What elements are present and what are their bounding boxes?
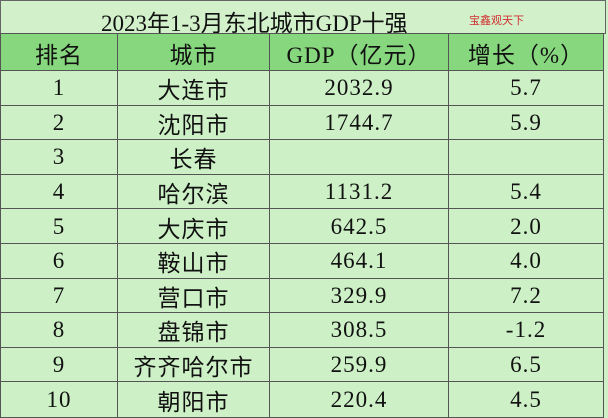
table-row: 1 大连市 2032.9 5.7	[0, 70, 606, 107]
table-cell: 2	[0, 104, 118, 142]
table-cell: 1744.7	[269, 104, 449, 142]
table-cell: 长春	[117, 139, 270, 176]
table-cell: 营口市	[117, 277, 270, 315]
table-row: 8 盘锦市 308.5 -1.2	[0, 312, 606, 349]
table-cell: 沈阳市	[117, 104, 270, 142]
table-cell: 大庆市	[117, 208, 270, 245]
table-cell: 6.5	[448, 346, 604, 384]
table-cell: 5.4	[448, 173, 604, 211]
table-cell: 1	[0, 70, 118, 107]
table-cell: 259.9	[269, 346, 449, 384]
table-row: 7 营口市 329.9 7.2	[0, 277, 606, 315]
table-cell: 鞍山市	[117, 243, 270, 280]
column-header: GDP（亿元）	[269, 33, 449, 72]
table-row: 6 鞍山市 464.1 4.0	[0, 243, 606, 280]
table-cell	[448, 139, 604, 176]
table-cell: 朝阳市	[117, 381, 270, 418]
table-cell: 齐齐哈尔市	[117, 346, 270, 384]
column-header: 增长（%）	[448, 33, 604, 72]
table-cell: 5	[0, 208, 118, 245]
table-cell: 464.1	[269, 243, 449, 280]
table-cell: 6	[0, 243, 118, 280]
title: 2023年1-3月东北城市GDP十强	[101, 11, 408, 36]
table-cell: 盘锦市	[117, 312, 270, 349]
table-cell: 220.4	[269, 381, 449, 418]
table-row: 4 哈尔滨 1131.2 5.4	[0, 173, 606, 211]
column-header: 排名	[0, 33, 118, 72]
table-cell: 4	[0, 173, 118, 211]
header-row: 排名 城市 GDP（亿元） 增长（%）	[0, 33, 606, 72]
table-cell: 4.5	[448, 381, 604, 418]
table-cell: 5.7	[448, 70, 604, 107]
table-cell: 大连市	[117, 70, 270, 107]
table-cell: 329.9	[269, 277, 449, 315]
table-row: 5 大庆市 642.5 2.0	[0, 208, 606, 245]
table-row: 3 长春	[0, 139, 606, 176]
column-header: 城市	[117, 33, 270, 72]
table-row: 9 齐齐哈尔市 259.9 6.5	[0, 346, 606, 384]
title-bar: 2023年1-3月东北城市GDP十强 宝鑫观天下	[0, 0, 606, 36]
table-cell: 哈尔滨	[117, 173, 270, 211]
table-cell: 308.5	[269, 312, 449, 349]
table-cell: 2.0	[448, 208, 604, 245]
table-cell: -1.2	[448, 312, 604, 349]
watermark: 宝鑫观天下	[469, 15, 524, 27]
table-cell: 3	[0, 139, 118, 176]
table-cell: 2032.9	[269, 70, 449, 107]
table-cell: 642.5	[269, 208, 449, 245]
table-cell: 8	[0, 312, 118, 349]
table-cell: 9	[0, 346, 118, 384]
table-cell: 4.0	[448, 243, 604, 280]
table-row: 2 沈阳市 1744.7 5.9	[0, 104, 606, 142]
table-cell	[269, 139, 449, 176]
table-cell: 7	[0, 277, 118, 315]
table-cell: 1131.2	[269, 173, 449, 211]
table-row: 10 朝阳市 220.4 4.5	[0, 381, 606, 418]
table-cell: 7.2	[448, 277, 604, 315]
table-cell: 10	[0, 381, 118, 418]
table-cell: 5.9	[448, 104, 604, 142]
